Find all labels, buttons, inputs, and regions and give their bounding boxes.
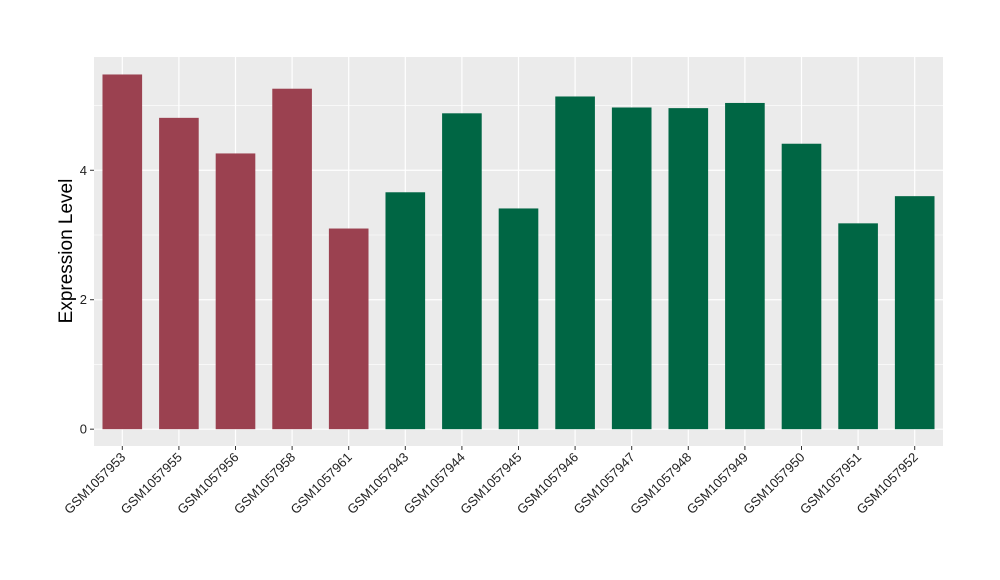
bar (668, 108, 709, 430)
bar (611, 107, 652, 430)
bar (272, 88, 312, 430)
bar (555, 96, 595, 430)
bar (498, 208, 539, 430)
bar (838, 223, 878, 430)
y-tick-label: 2 (80, 292, 87, 307)
bar (894, 196, 935, 430)
bar (215, 153, 256, 430)
bar (159, 117, 199, 430)
x-axis: GSM1057953GSM1057955GSM1057956GSM1057958… (61, 446, 921, 517)
bar (725, 102, 765, 430)
bar (102, 74, 143, 430)
y-tick-label: 0 (80, 422, 87, 437)
bars (102, 74, 935, 430)
bar (328, 228, 369, 430)
bar (442, 113, 482, 430)
y-tick-label: 4 (80, 163, 87, 178)
bar (781, 143, 822, 430)
y-axis: 0 2 4 (80, 163, 94, 437)
bar (385, 192, 426, 430)
y-axis-title: Expression Level (56, 179, 77, 324)
